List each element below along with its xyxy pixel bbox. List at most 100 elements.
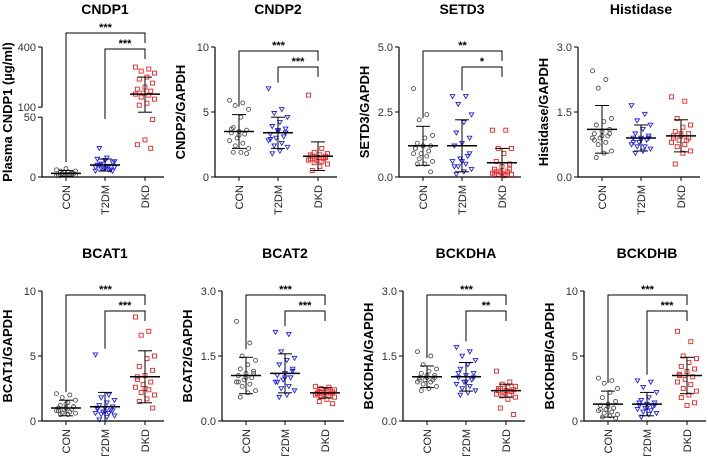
data-point xyxy=(607,131,613,137)
y-tick-label: 10 xyxy=(566,286,578,298)
data-point xyxy=(316,399,322,404)
data-point xyxy=(138,68,144,74)
data-point xyxy=(411,151,416,157)
data-point xyxy=(92,352,99,358)
data-point xyxy=(678,363,684,369)
y-axis-label: BCAT2/GAPDH xyxy=(180,310,195,403)
data-point xyxy=(509,171,514,177)
data-point xyxy=(267,137,274,143)
data-point xyxy=(653,410,660,417)
data-point xyxy=(590,68,595,74)
significance-label: *** xyxy=(661,300,675,312)
data-point xyxy=(466,135,473,142)
y-tick-label: 3.0 xyxy=(557,42,572,54)
x-tick-label: CON xyxy=(422,429,434,454)
y-axis-label: CNDP2/GAPDH xyxy=(173,65,188,160)
data-point xyxy=(593,155,599,160)
x-tick-label: DKD xyxy=(140,429,152,452)
y-tick-label: 3.0 xyxy=(201,286,216,298)
data-point xyxy=(150,80,156,86)
data-point xyxy=(253,357,258,363)
data-point xyxy=(640,384,647,391)
data-point xyxy=(603,139,609,145)
y-tick-label: 0 xyxy=(30,172,36,184)
data-point xyxy=(611,405,617,411)
data-point xyxy=(609,148,614,154)
data-point xyxy=(430,158,435,164)
data-point xyxy=(647,122,654,129)
data-point xyxy=(639,127,646,133)
data-point xyxy=(499,393,505,399)
y-axis-label: Histidase/GAPDH xyxy=(536,58,551,166)
data-point xyxy=(455,164,462,170)
chart-title: BCKDHB xyxy=(617,245,678,261)
y-axis-label: BCAT1/GAPDH xyxy=(0,310,15,403)
data-point xyxy=(647,146,654,152)
significance-bracket xyxy=(65,32,146,162)
data-point xyxy=(242,131,248,137)
data-point xyxy=(247,381,253,387)
data-point xyxy=(462,94,469,100)
data-point xyxy=(111,397,118,404)
y-tick-label: 100 xyxy=(18,102,36,114)
data-point xyxy=(142,137,148,143)
x-tick-label: DKD xyxy=(501,429,513,452)
data-point xyxy=(432,375,438,381)
data-point xyxy=(507,166,513,172)
data-point xyxy=(449,94,456,100)
data-point xyxy=(641,111,648,118)
y-tick-label: 400 xyxy=(18,42,36,54)
data-point xyxy=(596,375,601,381)
significance-bracket xyxy=(65,294,146,393)
data-point xyxy=(284,114,291,121)
data-point xyxy=(466,349,473,355)
significance-bracket xyxy=(607,294,688,384)
data-point xyxy=(269,124,276,130)
significance-bracket xyxy=(104,48,146,119)
data-point xyxy=(148,145,154,151)
x-tick-label: CON xyxy=(597,185,609,210)
data-point xyxy=(672,161,678,167)
x-tick-label: DKD xyxy=(140,185,152,208)
data-point xyxy=(418,370,424,376)
significance-label: *** xyxy=(119,300,133,312)
data-point xyxy=(103,414,110,421)
data-point xyxy=(455,101,462,108)
data-point xyxy=(109,408,116,414)
data-point xyxy=(434,383,439,389)
data-point xyxy=(148,88,154,94)
data-point xyxy=(647,408,654,414)
data-point xyxy=(269,151,276,157)
data-point xyxy=(680,353,686,359)
data-point xyxy=(59,395,65,401)
data-point xyxy=(246,106,251,112)
data-point xyxy=(609,116,614,121)
data-point xyxy=(416,156,422,162)
x-tick-label: DKD xyxy=(497,185,509,208)
data-point xyxy=(146,66,152,72)
data-point xyxy=(136,363,142,369)
data-point xyxy=(468,377,475,383)
data-point xyxy=(453,130,460,136)
data-point xyxy=(291,355,298,362)
data-point xyxy=(636,400,643,406)
x-tick-label: T2DM xyxy=(273,185,285,215)
data-point xyxy=(273,135,280,142)
data-point xyxy=(472,388,479,394)
significance-bracket xyxy=(461,66,503,91)
data-point xyxy=(237,366,243,372)
data-point xyxy=(424,112,430,118)
data-point xyxy=(101,158,109,164)
data-point xyxy=(651,400,658,406)
data-point xyxy=(420,362,426,368)
y-tick-label: 5.0 xyxy=(378,42,393,54)
data-point xyxy=(238,149,244,155)
significance-label: *** xyxy=(99,22,113,34)
y-tick-label: 0.0 xyxy=(382,416,397,428)
data-point xyxy=(111,159,118,165)
data-point xyxy=(271,111,278,117)
data-point xyxy=(274,373,281,379)
data-point xyxy=(272,329,279,336)
data-point xyxy=(133,314,138,320)
data-point xyxy=(688,148,693,154)
